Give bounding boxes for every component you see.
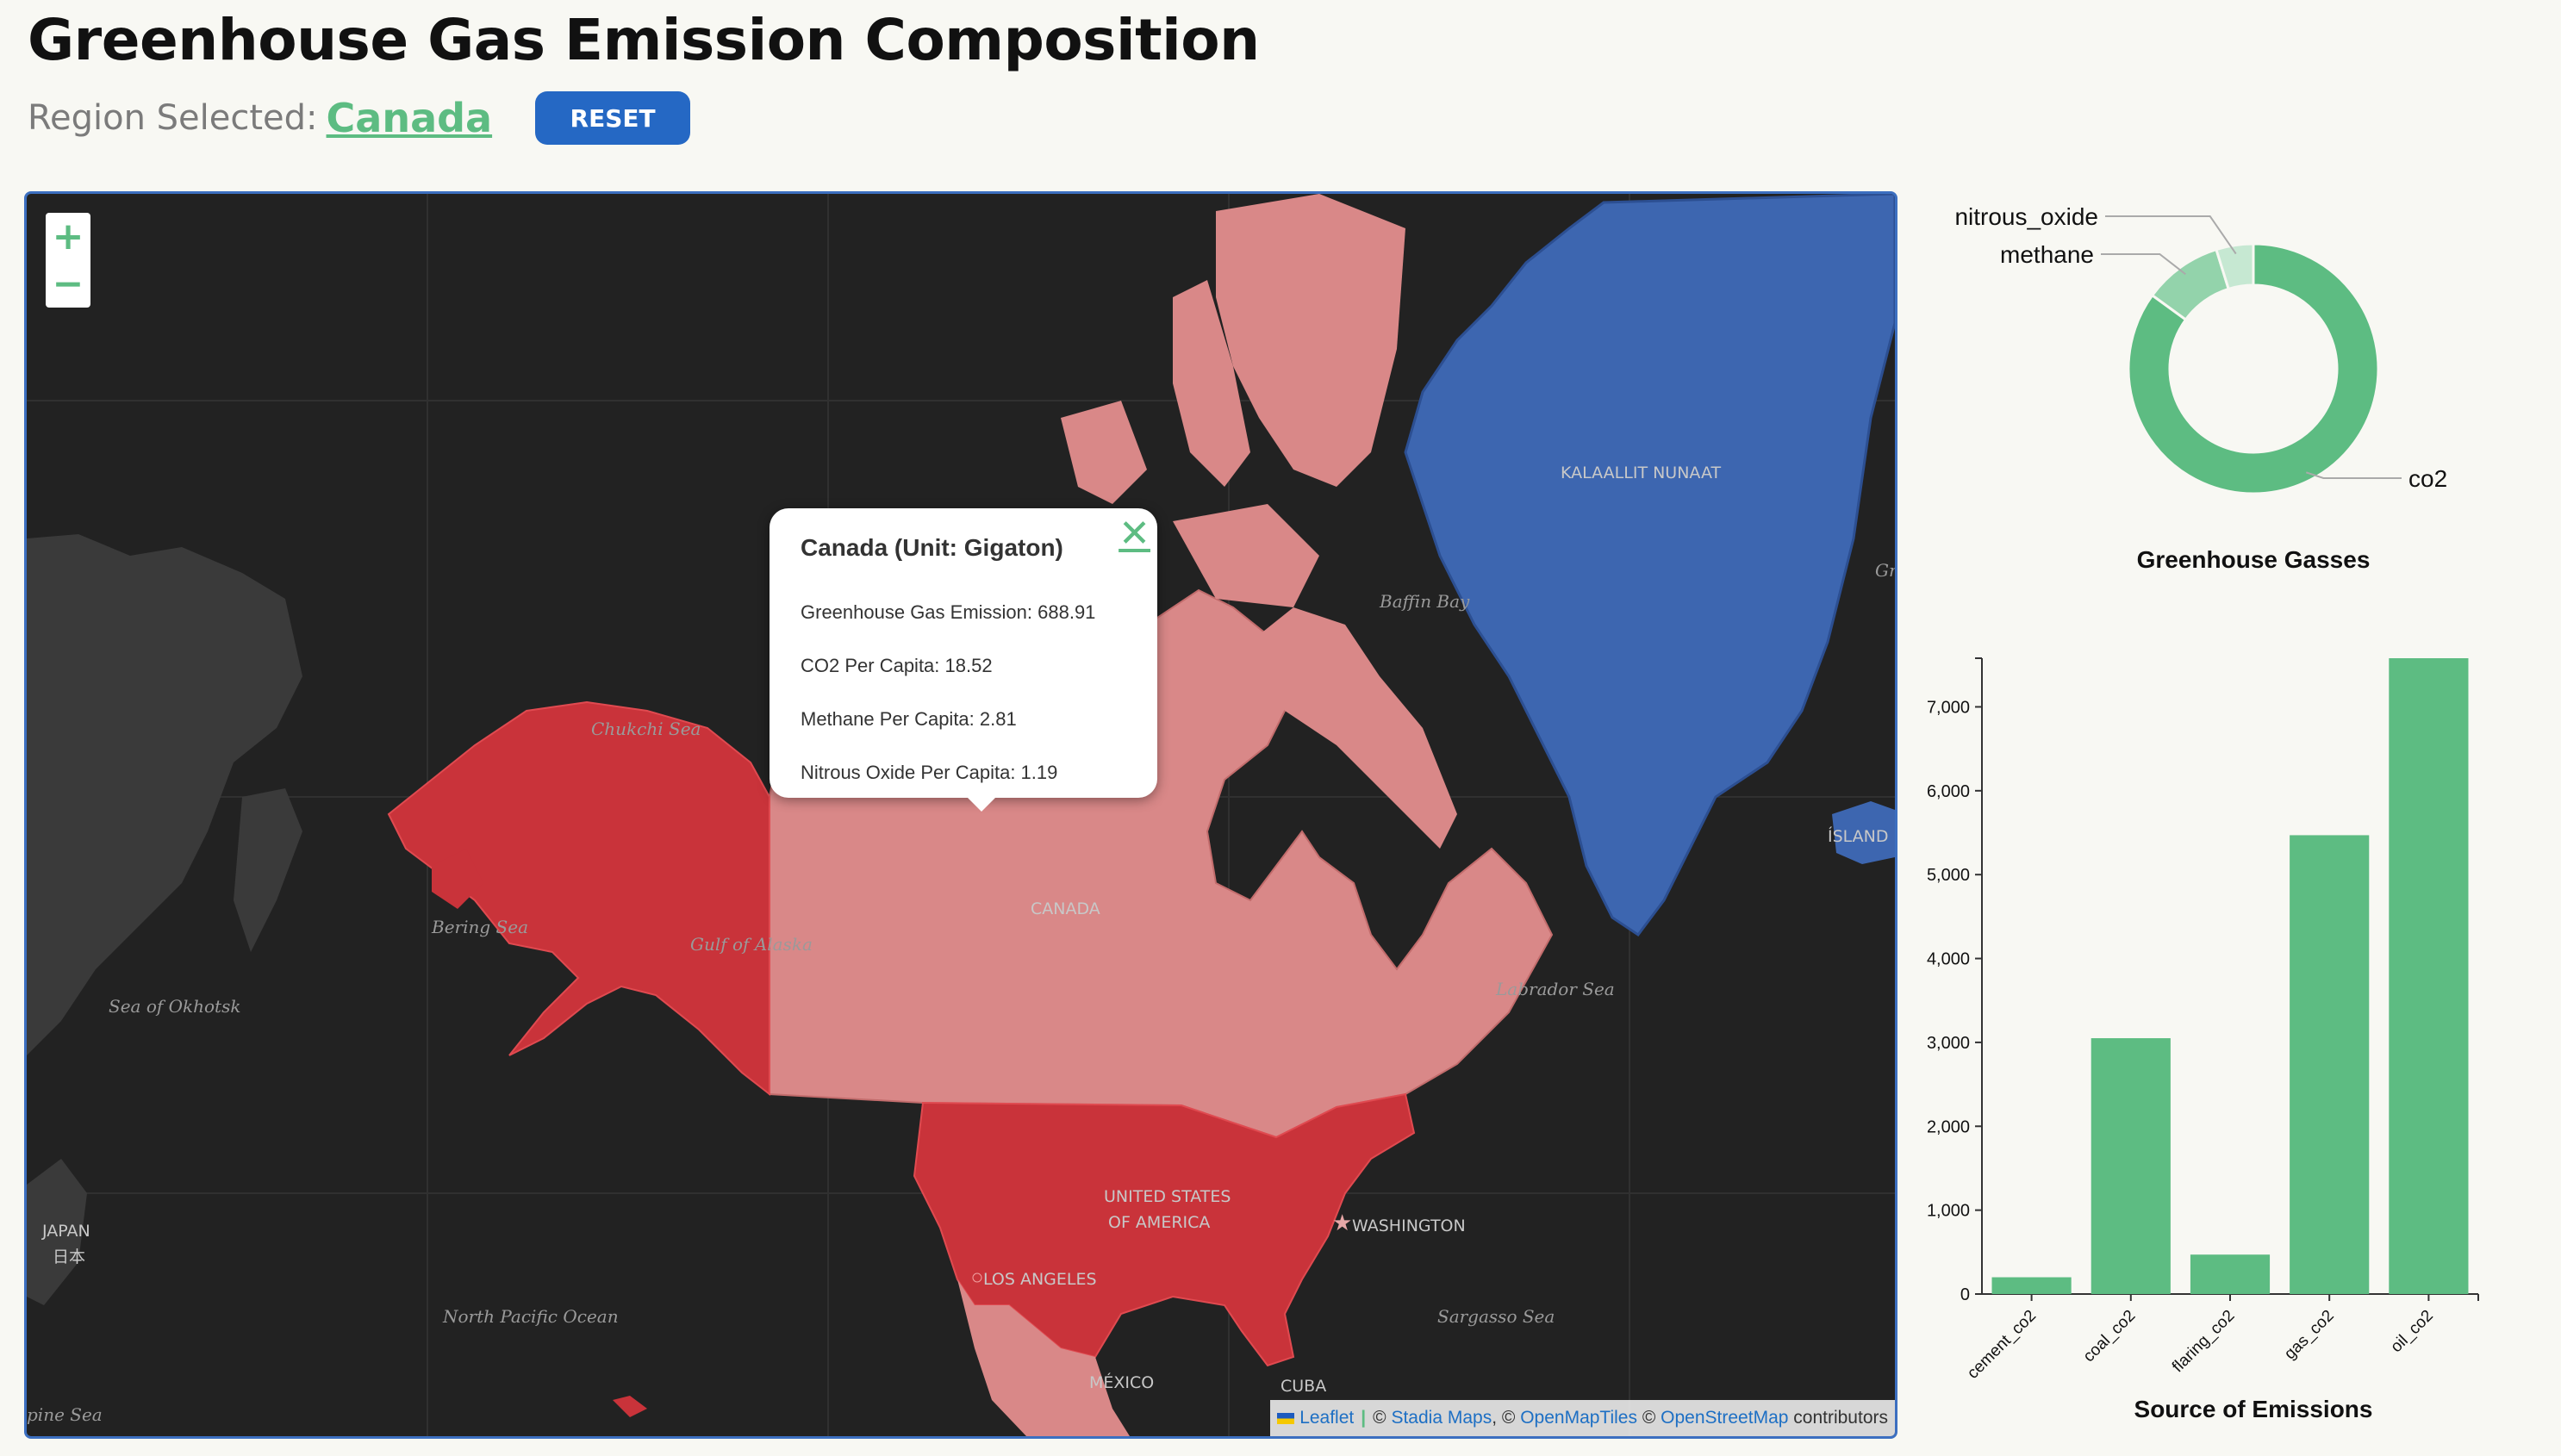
donut-leader-co2 xyxy=(2305,471,2402,479)
popup-tip xyxy=(966,796,997,812)
attribution-contributors: contributors xyxy=(1793,1408,1888,1428)
donut-slice-co2[interactable] xyxy=(2127,242,2380,495)
label-los-angeles: LOS ANGELES xyxy=(983,1270,1097,1289)
close-icon[interactable]: ✕ xyxy=(1118,512,1150,556)
page-title: Greenhouse Gas Emission Composition xyxy=(28,7,1260,73)
land-japan xyxy=(27,1159,87,1305)
region-canada-islands-3[interactable] xyxy=(1061,401,1147,504)
label-mexico: MÉXICO xyxy=(1089,1372,1154,1392)
attribution-separator: | xyxy=(1361,1408,1367,1428)
attribution-copy-2: , © xyxy=(1492,1408,1516,1428)
donut-slice-nitrous-oxide[interactable] xyxy=(2215,242,2255,291)
label-chukchi-sea: Chukchi Sea xyxy=(591,719,701,739)
stadia-maps-link[interactable]: Stadia Maps xyxy=(1391,1408,1492,1428)
region-mexico[interactable] xyxy=(957,1279,1130,1436)
bar-cement-co2[interactable] xyxy=(1991,1277,2072,1294)
map-popup: ✕ Canada (Unit: Gigaton) Greenhouse Gas … xyxy=(770,508,1157,798)
attribution-copy-3: © xyxy=(1642,1408,1656,1428)
region-greenland[interactable] xyxy=(1404,194,1895,937)
popup-title: Canada (Unit: Gigaton) xyxy=(801,534,1063,561)
bar-oil-co2[interactable] xyxy=(2389,658,2469,1294)
zoom-out-button[interactable]: − xyxy=(52,262,84,306)
label-usa-1: UNITED STATES xyxy=(1104,1187,1231,1206)
bar-x-label-gas-co2: gas_co2 xyxy=(2281,1307,2338,1364)
region-alaska-west[interactable] xyxy=(432,849,483,909)
donut-label-nitrous-oxide: nitrous_oxide xyxy=(1954,203,2098,230)
region-canada-islands-2[interactable] xyxy=(1173,280,1250,487)
ukraine-flag-icon xyxy=(1277,1412,1295,1424)
popup-emission: Greenhouse Gas Emission: 688.91 xyxy=(801,601,1096,623)
leaflet-link[interactable]: Leaflet xyxy=(1299,1408,1355,1428)
bar-gas-co2[interactable] xyxy=(2290,835,2370,1294)
bar-x-label-cement-co2: cement_co2 xyxy=(1964,1307,2040,1383)
label-cuba: CUBA xyxy=(1280,1377,1326,1396)
region-alaska[interactable] xyxy=(387,700,770,1097)
label-sargasso-sea: Sargasso Sea xyxy=(1437,1306,1555,1327)
donut-label-methane: methane xyxy=(2000,241,2094,268)
map-canvas[interactable]: Chukchi Sea Bering Sea Gulf of Alaska Se… xyxy=(27,194,1895,1436)
map-container[interactable]: Chukchi Sea Bering Sea Gulf of Alaska Se… xyxy=(24,191,1897,1439)
bar-y-tick-label: 4,000 xyxy=(1927,950,1970,969)
zoom-in-button[interactable]: + xyxy=(52,215,84,258)
bar-x-label-oil-co2: oil_co2 xyxy=(2388,1307,2437,1356)
region-baffin-island[interactable] xyxy=(1250,607,1457,849)
label-north-pacific: North Pacific Ocean xyxy=(442,1306,619,1327)
label-philippine-sea: pine Sea xyxy=(27,1404,103,1425)
attribution-copy-1: © xyxy=(1373,1408,1386,1428)
label-bering-sea: Bering Sea xyxy=(431,917,528,937)
land-asia xyxy=(27,534,302,1055)
region-label: Region Selected: xyxy=(28,98,318,138)
land-kamchatka xyxy=(234,788,302,952)
label-baffin-bay: Baffin Bay xyxy=(1379,591,1470,612)
bar-flaring-co2[interactable] xyxy=(2190,1254,2271,1294)
donut-label-co2: co2 xyxy=(2408,465,2447,492)
bar-x-label-flaring-co2: flaring_co2 xyxy=(2169,1307,2239,1377)
bar-y-tick-label: 0 xyxy=(1960,1285,1970,1304)
label-sea-of-okhotsk: Sea of Okhotsk xyxy=(109,996,240,1017)
region-selection: Region Selected: Canada RESET xyxy=(28,90,691,146)
bar-x-label-coal-co2: coal_co2 xyxy=(2080,1307,2140,1366)
bar-y-tick-label: 6,000 xyxy=(1927,782,1970,801)
greenhouse-gasses-donut-chart: co2 methane nitrous_oxide Greenhouse Gasses xyxy=(1954,203,2447,573)
label-japan: JAPAN xyxy=(41,1222,90,1241)
zoom-control: + − xyxy=(46,213,90,308)
region-value-link[interactable]: Canada xyxy=(326,95,493,141)
donut-leader-nitrous-oxide xyxy=(2105,215,2237,255)
label-iceland: ÍSLAND xyxy=(1828,826,1889,846)
openmaptiles-link[interactable]: OpenMapTiles xyxy=(1520,1408,1637,1428)
popup-methane-per-capita: Methane Per Capita: 2.81 xyxy=(801,708,1017,730)
source-of-emissions-bar-chart: 0 1,000 2,000 3,000 4,000 5,000 6,000 7,000 ceme… xyxy=(1927,657,2479,1422)
popup-co2-per-capita: CO2 Per Capita: 18.52 xyxy=(801,655,993,676)
bar-coal-co2[interactable] xyxy=(2091,1038,2171,1294)
region-canada-islands-4[interactable] xyxy=(1173,504,1319,607)
region-hawaii[interactable] xyxy=(613,1396,647,1417)
bar-y-tick-label: 7,000 xyxy=(1927,698,1970,717)
bar-y-tick-label: 3,000 xyxy=(1927,1034,1970,1053)
label-labrador-sea: Labrador Sea xyxy=(1495,979,1615,999)
region-canada-islands[interactable] xyxy=(1216,194,1405,487)
label-canada: CANADA xyxy=(1031,899,1100,918)
openstreetmap-link[interactable]: OpenStreetMap xyxy=(1661,1408,1789,1428)
bar-y-tick-label: 1,000 xyxy=(1927,1202,1970,1221)
reset-button[interactable]: RESET xyxy=(535,91,691,145)
washington-star-icon: ★ xyxy=(1332,1210,1352,1236)
bar-chart-title: Source of Emissions xyxy=(2134,1396,2373,1422)
bar-y-tick-label: 2,000 xyxy=(1927,1117,1970,1136)
map-attribution: Leaflet | © Stadia Maps , © OpenMapTiles… xyxy=(1270,1400,1895,1436)
label-greenland-edge: Gr xyxy=(1875,560,1895,581)
donut-title: Greenhouse Gasses xyxy=(2137,546,2371,573)
label-gulf-of-alaska: Gulf of Alaska xyxy=(690,934,813,955)
region-iceland[interactable] xyxy=(1832,801,1895,864)
donut-leader-methane xyxy=(2101,253,2186,276)
label-japan-native: 日本 xyxy=(53,1248,85,1266)
los-angeles-marker xyxy=(972,1272,982,1283)
label-washington: WASHINGTON xyxy=(1352,1216,1466,1235)
label-usa-2: OF AMERICA xyxy=(1108,1213,1210,1232)
bar-y-tick-label: 5,000 xyxy=(1927,866,1970,885)
popup-nitrous-per-capita: Nitrous Oxide Per Capita: 1.19 xyxy=(801,762,1058,783)
label-greenland: KALAALLIT NUNAAT xyxy=(1561,464,1721,482)
